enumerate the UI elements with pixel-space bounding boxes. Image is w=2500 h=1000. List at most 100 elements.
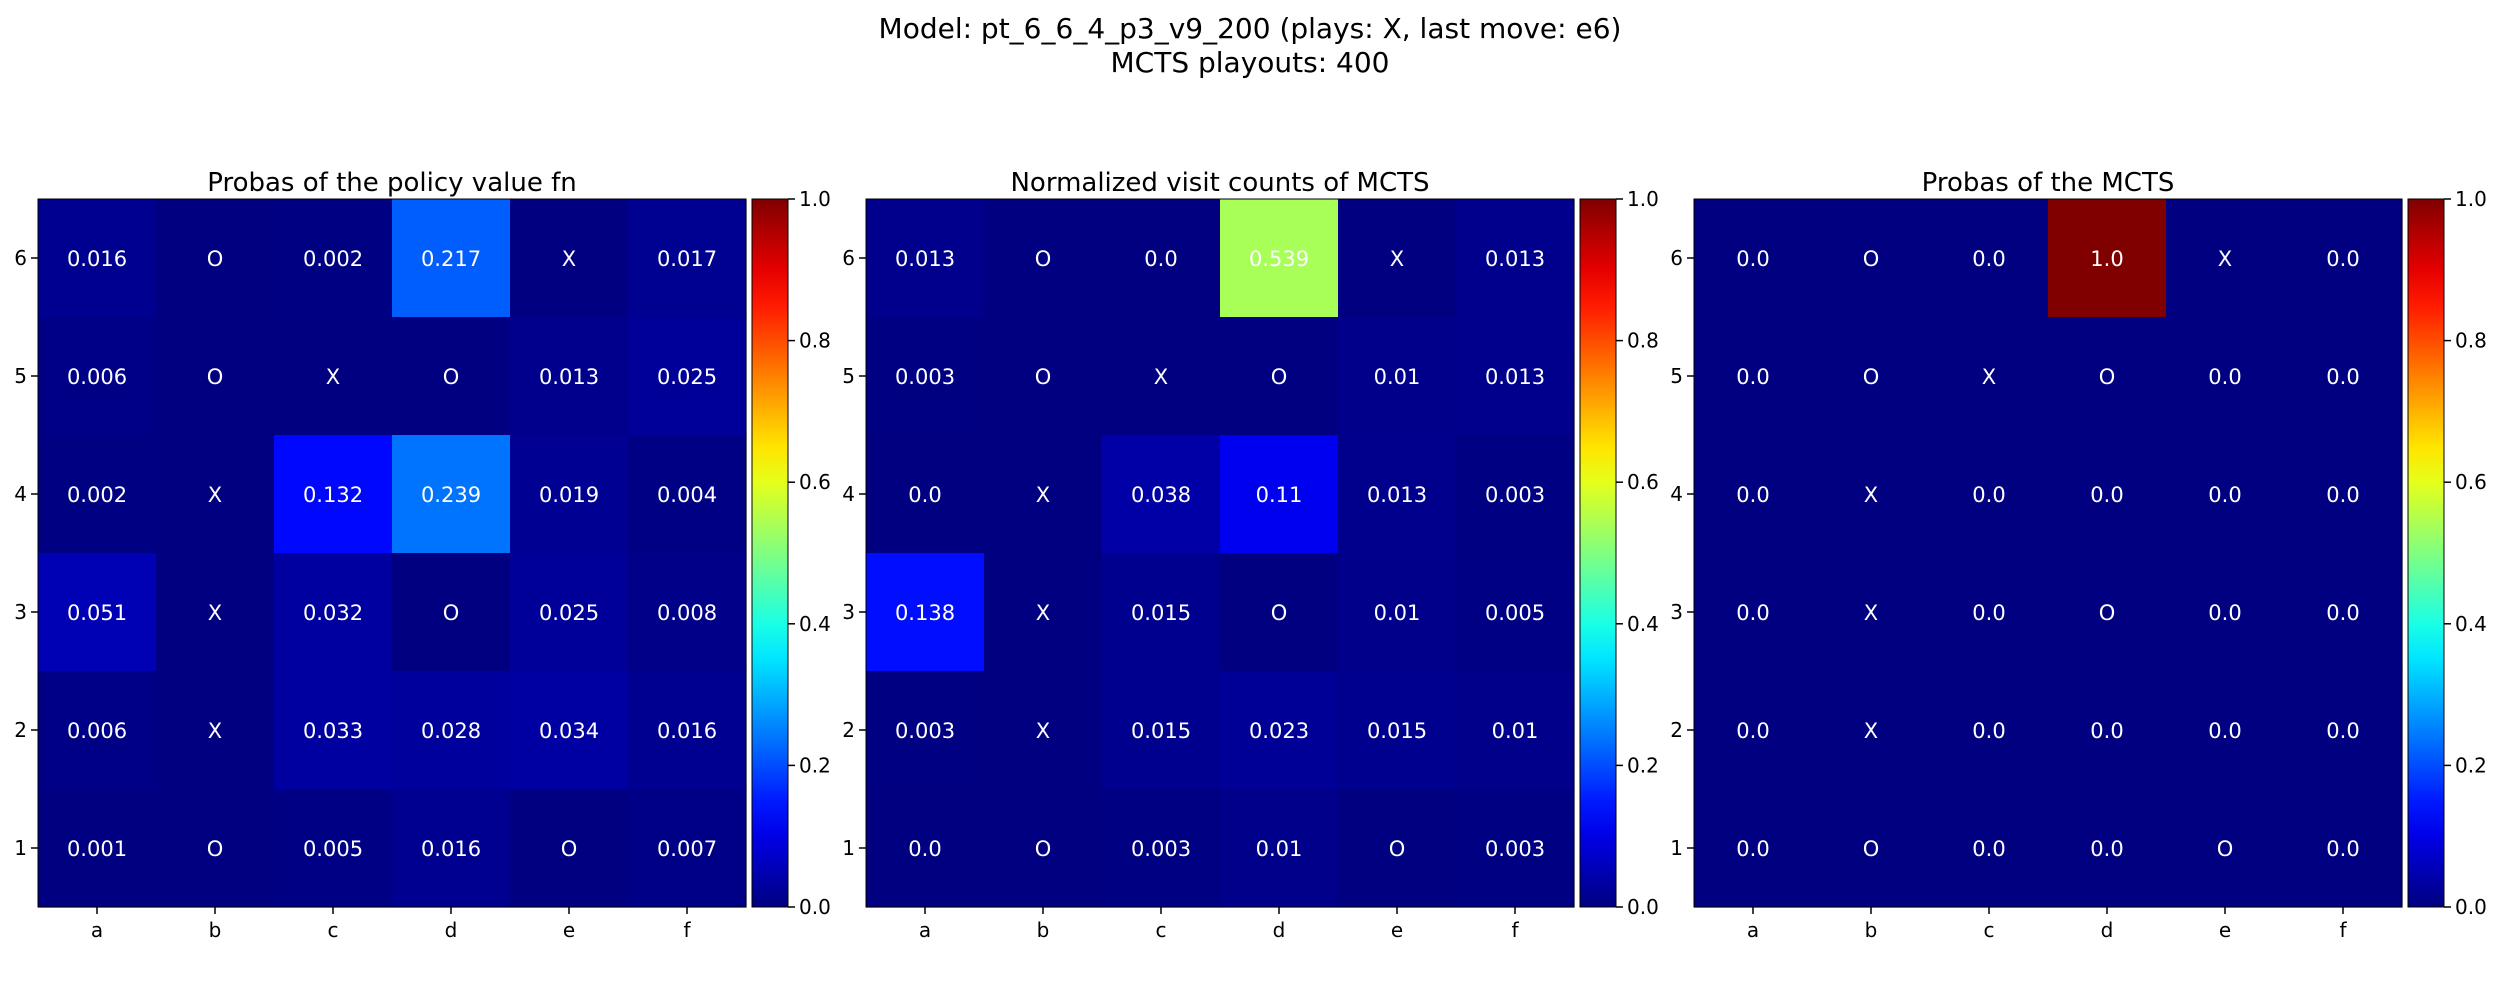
heatmap-cell [2284, 317, 2403, 436]
cell-label: 0.006 [67, 719, 127, 743]
cell-label: 0.002 [303, 247, 363, 271]
cell-label: 0.0 [2208, 365, 2241, 389]
heatmap-cell [1456, 435, 1575, 554]
cell-label: 0.003 [1131, 837, 1191, 861]
colorbar-tick-label: 0.0 [2455, 895, 2487, 919]
heatmap-cell [984, 317, 1103, 436]
cell-label: 0.006 [67, 365, 127, 389]
colorbar-tick-label: 0.4 [1627, 612, 1659, 636]
x-tick-label: a [1747, 918, 1759, 942]
cell-label: 0.051 [67, 601, 127, 625]
cell-label: X [2218, 247, 2232, 271]
plot-frame [37, 198, 747, 908]
colorbar-tick-label: 0.6 [1627, 470, 1659, 494]
cell-label: 0.003 [1485, 837, 1545, 861]
cell-label: X [208, 483, 222, 507]
heatmap-cell [984, 789, 1103, 908]
y-tick-label: 2 [842, 718, 855, 742]
figure-title: Model: pt_6_6_4_p3_v9_200 (plays: X, las… [0, 12, 2500, 80]
heatmap-cell [274, 553, 393, 672]
colorbar-tick-label: 0.0 [799, 895, 831, 919]
heatmap-cell [1694, 317, 1813, 436]
colorbar-tick-label: 0.2 [2455, 753, 2487, 777]
cell-label: O [1035, 837, 1052, 861]
cell-label: 0.025 [539, 601, 599, 625]
cell-label: 0.023 [1249, 719, 1309, 743]
y-tick-label: 6 [14, 246, 27, 270]
heatmap-cell [2166, 199, 2285, 318]
cell-label: 0.0 [1736, 601, 1769, 625]
heatmap-cell [510, 553, 629, 672]
cell-label: 0.016 [421, 837, 481, 861]
heatmap-cell [510, 317, 629, 436]
heatmap-cell [866, 671, 985, 790]
heatmap-cell [1930, 671, 2049, 790]
heatmap-cell [1102, 199, 1221, 318]
heatmap-cell [984, 199, 1103, 318]
x-tick-label: b [1865, 918, 1878, 942]
heatmap-cell [1812, 435, 1931, 554]
cell-label: 1.0 [2090, 247, 2123, 271]
heatmap-cell [1456, 553, 1575, 672]
heatmap-cell [866, 199, 985, 318]
heatmap-cell [1456, 671, 1575, 790]
heatmap-cell [1694, 789, 1813, 908]
heatmap-cell [1930, 789, 2049, 908]
heatmap-cell [392, 435, 511, 554]
y-tick-label: 3 [1670, 600, 1683, 624]
heatmap-cell [156, 553, 275, 672]
heatmap-cell [2048, 435, 2167, 554]
colorbar-tick-label: 0.6 [2455, 470, 2487, 494]
heatmap-cell [2166, 789, 2285, 908]
cell-label: X [1982, 365, 1996, 389]
cell-label: O [1271, 365, 1288, 389]
cell-label: 0.019 [539, 483, 599, 507]
cell-label: 0.002 [67, 483, 127, 507]
cell-label: 0.004 [657, 483, 717, 507]
heatmap-cell [866, 789, 985, 908]
heatmap-cell [1338, 671, 1457, 790]
cell-label: O [1863, 365, 1880, 389]
cell-label: O [443, 365, 460, 389]
cell-label: 0.0 [2090, 719, 2123, 743]
cell-label: 0.0 [1972, 719, 2005, 743]
heatmap-cell [984, 553, 1103, 672]
cell-label: O [207, 365, 224, 389]
heatmap-cell [1220, 199, 1339, 318]
cell-label: 0.138 [895, 601, 955, 625]
heatmap-cell [38, 435, 157, 554]
panel-title: Probas of the policy value fn [207, 168, 576, 198]
cell-label: 0.0 [2326, 483, 2359, 507]
colorbar [2407, 198, 2445, 908]
y-tick-label: 4 [842, 482, 855, 506]
cell-label: 0.0 [1736, 719, 1769, 743]
cell-label: O [2217, 837, 2234, 861]
cell-label: O [207, 247, 224, 271]
cell-label: 0.008 [657, 601, 717, 625]
heatmap-cell [984, 435, 1103, 554]
heatmap-cell [1102, 671, 1221, 790]
heatmap-cell [1338, 317, 1457, 436]
x-tick-label: c [1156, 918, 1167, 942]
x-tick-label: e [2219, 918, 2231, 942]
heatmap-cell [1930, 317, 2049, 436]
heatmap-cell [2284, 435, 2403, 554]
cell-label: 0.015 [1131, 601, 1191, 625]
heatmap-cell [1102, 789, 1221, 908]
cell-label: 0.001 [67, 837, 127, 861]
heatmap-cell [392, 199, 511, 318]
plot-frame [1693, 198, 2403, 908]
heatmap-cell [1812, 199, 1931, 318]
cell-label: 0.0 [1736, 837, 1769, 861]
heatmap-cell [38, 671, 157, 790]
cell-label: X [1154, 365, 1168, 389]
cell-label: X [1036, 483, 1050, 507]
heatmap-cell [1102, 435, 1221, 554]
x-tick-label: e [563, 918, 575, 942]
x-tick-label: d [2101, 918, 2114, 942]
heatmap-cell [1930, 435, 2049, 554]
cell-label: 0.01 [1374, 365, 1421, 389]
colorbar [751, 198, 789, 908]
cell-label: 0.015 [1131, 719, 1191, 743]
